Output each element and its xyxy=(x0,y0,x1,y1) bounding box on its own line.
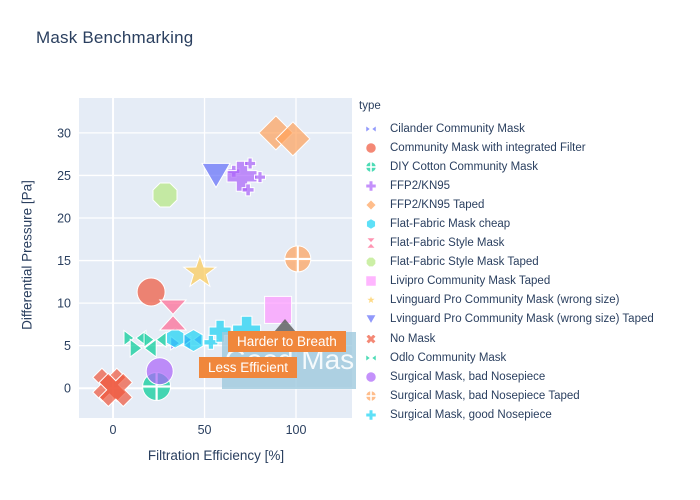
chart-title: Mask Benchmarking xyxy=(36,28,194,47)
legend-item[interactable]: Surgical Mask, bad Nosepiece Taped xyxy=(358,386,698,405)
legend-marker-circle-cross xyxy=(365,160,377,173)
legend-item[interactable]: Surgical Mask, good Nosepiece xyxy=(358,405,698,424)
x-tick-label: 100 xyxy=(286,423,307,437)
legend-item-label: Odlo Community Mask xyxy=(390,351,507,364)
legend-marker-bowtie xyxy=(365,123,377,134)
y-tick-label: 5 xyxy=(64,339,71,353)
marker-square[interactable] xyxy=(264,295,293,324)
legend-item[interactable]: Surgical Mask, bad Nosepiece xyxy=(358,367,698,386)
legend-marker-hexagon xyxy=(365,218,377,230)
marker-hexagon[interactable] xyxy=(166,327,185,349)
legend-marker-cross xyxy=(365,180,377,192)
legend-item-label: Surgical Mask, bad Nosepiece Taped xyxy=(390,389,580,402)
legend: type Cilander Community Mask Community Ma… xyxy=(358,100,698,425)
annotation-arrowhead xyxy=(274,319,296,332)
legend-marker-star xyxy=(364,293,378,306)
annotation-less-efficient: Less Efficient xyxy=(199,357,298,378)
y-axis-title: Differential Pressure [Pa] xyxy=(19,180,35,330)
legend-item-label: Flat-Fabric Mask cheap xyxy=(390,218,511,231)
x-axis-title: Filtration Efficiency [%] xyxy=(147,448,285,463)
legend-marker-diamond xyxy=(365,198,377,211)
legend-item-label: Surgical Mask, good Nosepiece xyxy=(390,408,552,421)
legend-item-label: Flat-Fabric Style Mask xyxy=(390,237,505,250)
marker-x[interactable] xyxy=(92,366,140,414)
legend-marker-bowtie xyxy=(365,353,377,363)
legend-item[interactable]: DIY Cotton Community Mask xyxy=(358,157,698,176)
annotation-harder-to-breath: Harder to Breath xyxy=(228,331,346,352)
marker-triangle-down[interactable] xyxy=(201,162,231,189)
legend-title: type xyxy=(359,100,381,112)
legend-item[interactable]: Cilander Community Mask xyxy=(358,119,698,138)
legend-item[interactable]: Flat-Fabric Style Mask xyxy=(358,234,698,253)
marker-circle[interactable] xyxy=(136,277,166,307)
legend-item[interactable]: FFP2/KN95 xyxy=(358,176,698,195)
legend-item[interactable]: Odlo Community Mask xyxy=(358,348,698,367)
marker-hourglass[interactable] xyxy=(158,299,188,331)
legend-item[interactable]: Livipro Community Mask Taped xyxy=(358,272,698,291)
marker-hexagon[interactable] xyxy=(183,329,204,353)
legend-item-label: Lvinguard Pro Community Mask (wrong size… xyxy=(390,313,654,326)
y-tick-label: 30 xyxy=(57,126,71,140)
legend-rows: Cilander Community Mask Community Mask wi… xyxy=(358,119,698,425)
legend-item[interactable]: Lvinguard Pro Community Mask (wrong size… xyxy=(358,310,698,329)
legend-item-label: Community Mask with integrated Filter xyxy=(390,141,586,154)
legend-item-label: DIY Cotton Community Mask xyxy=(390,160,539,173)
legend-item-label: Flat-Fabric Style Mask Taped xyxy=(390,256,539,269)
marker-circle-cross[interactable] xyxy=(284,245,312,273)
legend-item[interactable]: Flat-Fabric Mask cheap xyxy=(358,214,698,233)
y-tick-label: 25 xyxy=(57,169,71,183)
legend-marker-cross xyxy=(365,409,377,421)
legend-item-label: No Mask xyxy=(390,332,436,345)
legend-marker-square xyxy=(365,275,377,288)
legend-marker-circle xyxy=(365,371,377,383)
legend-marker-x xyxy=(365,332,377,345)
legend-item-label: Surgical Mask, bad Nosepiece xyxy=(390,370,546,383)
marker-bowtie[interactable] xyxy=(143,331,167,349)
legend-marker-octagon xyxy=(365,256,377,268)
legend-marker-circle-cross xyxy=(365,390,377,402)
marker-cross[interactable] xyxy=(241,183,255,197)
legend-item-label: FFP2/KN95 Taped xyxy=(390,198,485,211)
marker-octagon[interactable] xyxy=(152,182,178,208)
legend-item[interactable]: Flat-Fabric Style Mask Taped xyxy=(358,253,698,272)
legend-item[interactable]: Lvinguard Pro Community Mask (wrong size… xyxy=(358,291,698,310)
legend-item[interactable]: FFP2/KN95 Taped xyxy=(358,195,698,214)
legend-marker-triangle-down xyxy=(364,314,378,326)
x-tick-label: 50 xyxy=(198,423,212,437)
y-tick-label: 10 xyxy=(57,297,71,311)
legend-item[interactable]: No Mask xyxy=(358,329,698,348)
y-tick-label: 15 xyxy=(57,254,71,268)
marker-cross[interactable] xyxy=(203,334,219,350)
marker-cross[interactable] xyxy=(244,157,257,170)
legend-marker-circle xyxy=(365,141,377,154)
marker-diamond[interactable] xyxy=(275,121,311,157)
marker-circle[interactable] xyxy=(145,357,174,386)
y-tick-label: 20 xyxy=(57,212,71,226)
marker-cross[interactable] xyxy=(254,171,266,184)
legend-item-label: Lvinguard Pro Community Mask (wrong size… xyxy=(390,294,620,307)
y-tick-label: 0 xyxy=(64,382,71,396)
marker-star[interactable] xyxy=(182,253,218,288)
marker-bowtie[interactable] xyxy=(129,338,157,359)
legend-item-label: Cilander Community Mask xyxy=(390,122,525,135)
legend-item-label: Livipro Community Mask Taped xyxy=(390,275,551,288)
legend-item-label: FFP2/KN95 xyxy=(390,179,451,192)
x-tick-label: 0 xyxy=(110,423,117,437)
legend-marker-hourglass xyxy=(365,237,377,249)
legend-item[interactable]: Community Mask with integrated Filter xyxy=(358,138,698,157)
